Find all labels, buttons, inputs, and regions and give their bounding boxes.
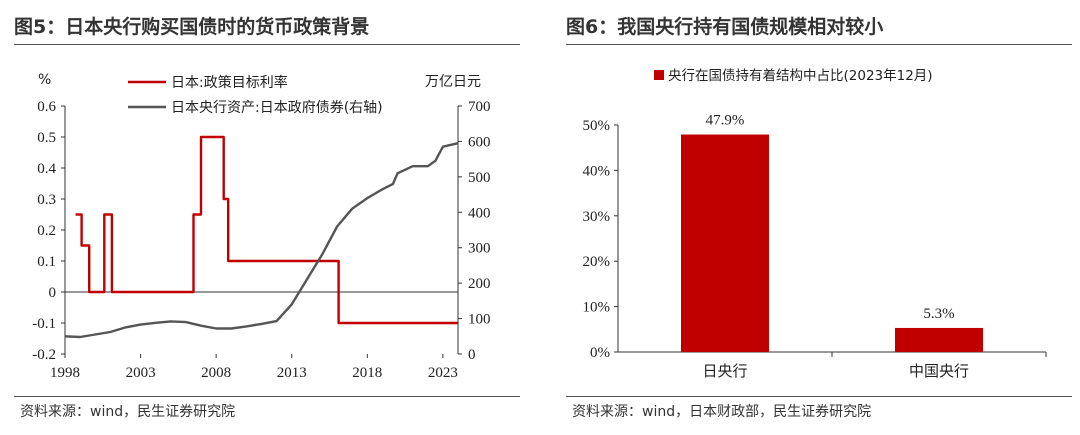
legend-label-share: 央行在国债持有着结构中占比(2023年12月) bbox=[668, 67, 933, 84]
right-title-rule bbox=[566, 44, 1072, 45]
right-y-tick-label: 400 bbox=[468, 205, 491, 221]
right-axis-unit: 万亿日元 bbox=[425, 74, 481, 90]
legend-label-policy-rate: 日本:政策目标利率 bbox=[171, 74, 288, 91]
central-bank-share-bar-chart: 央行在国债持有着结构中占比(2023年12月) 0% 10% 20% 30% 40% 50… bbox=[583, 67, 1047, 380]
y-tick-label: 50% bbox=[583, 118, 611, 134]
left-y-tick-label: -0.2 bbox=[32, 347, 56, 363]
legend-label-jgb-holdings: 日本央行资产:日本政府债券(右轴) bbox=[171, 100, 383, 116]
left-y-tick-label: 0.6 bbox=[37, 99, 56, 115]
left-y-tick-label: 0.1 bbox=[37, 254, 56, 270]
jgb-holdings-line bbox=[64, 142, 459, 339]
right-source-note: 资料来源：wind，日本财政部，民生证券研究院 bbox=[572, 404, 872, 420]
left-title-rule bbox=[14, 44, 520, 45]
y-tick-label: 0% bbox=[590, 345, 610, 361]
x-tick-label: 1998 bbox=[50, 365, 80, 381]
rate-and-jgb-line-chart: % 万亿日元 -0.2 -0.1 0 0.1 0.2 0.3 0.4 0.5 0.6 0 100 2… bbox=[32, 72, 491, 381]
left-axis-unit: % bbox=[38, 72, 51, 88]
bar-value-label: 5.3% bbox=[923, 306, 954, 322]
right-y-tick-label: 100 bbox=[468, 312, 491, 328]
right-y-tick-label: 700 bbox=[468, 99, 491, 115]
y-tick-label: 40% bbox=[583, 163, 611, 179]
left-panel: 图5：日本央行购买国债时的货币政策背景 % 万亿日元 -0.2 -0.1 0 0.1 0… bbox=[0, 0, 528, 435]
y-tick-label: 30% bbox=[583, 209, 611, 225]
x-tick-label: 2023 bbox=[428, 365, 458, 381]
left-source-rule bbox=[14, 396, 520, 397]
x-tick-label: 2003 bbox=[126, 365, 156, 381]
left-y-tick-label: 0 bbox=[49, 285, 57, 301]
x-tick-label: 2013 bbox=[277, 365, 307, 381]
left-chart-title: 图5：日本央行购买国债时的货币政策背景 bbox=[14, 16, 370, 38]
left-source-note: 资料来源：wind，民生证券研究院 bbox=[20, 404, 236, 420]
right-y-tick-label: 600 bbox=[468, 134, 491, 150]
left-y-tick-label: 0.4 bbox=[37, 161, 56, 177]
right-y-tick-label: 0 bbox=[468, 347, 476, 363]
right-y-tick-label: 300 bbox=[468, 241, 491, 257]
category-label: 日央行 bbox=[702, 362, 747, 380]
legend-swatch-share bbox=[654, 70, 664, 80]
x-tick-label: 2008 bbox=[201, 365, 231, 381]
bar-value-label: 47.9% bbox=[706, 113, 745, 129]
y-tick-label: 10% bbox=[583, 300, 611, 316]
y-tick-label: 20% bbox=[583, 254, 611, 270]
right-chart-title: 图6：我国央行持有国债规模相对较小 bbox=[566, 16, 884, 38]
left-y-tick-label: -0.1 bbox=[32, 316, 56, 332]
left-y-tick-label: 0.5 bbox=[37, 130, 56, 146]
bar bbox=[895, 327, 983, 352]
category-label: 中国央行 bbox=[909, 362, 969, 380]
right-y-tick-label: 500 bbox=[468, 170, 491, 186]
right-panel: 图6：我国央行持有国债规模相对较小 央行在国债持有着结构中占比(2023年12月… bbox=[552, 0, 1080, 435]
right-y-tick-label: 200 bbox=[468, 276, 491, 292]
right-source-rule bbox=[566, 396, 1072, 397]
left-y-tick-label: 0.2 bbox=[37, 223, 56, 239]
x-tick-label: 2018 bbox=[352, 365, 382, 381]
left-y-tick-label: 0.3 bbox=[37, 192, 56, 208]
bar bbox=[681, 134, 769, 352]
policy-rate-line bbox=[75, 135, 458, 325]
